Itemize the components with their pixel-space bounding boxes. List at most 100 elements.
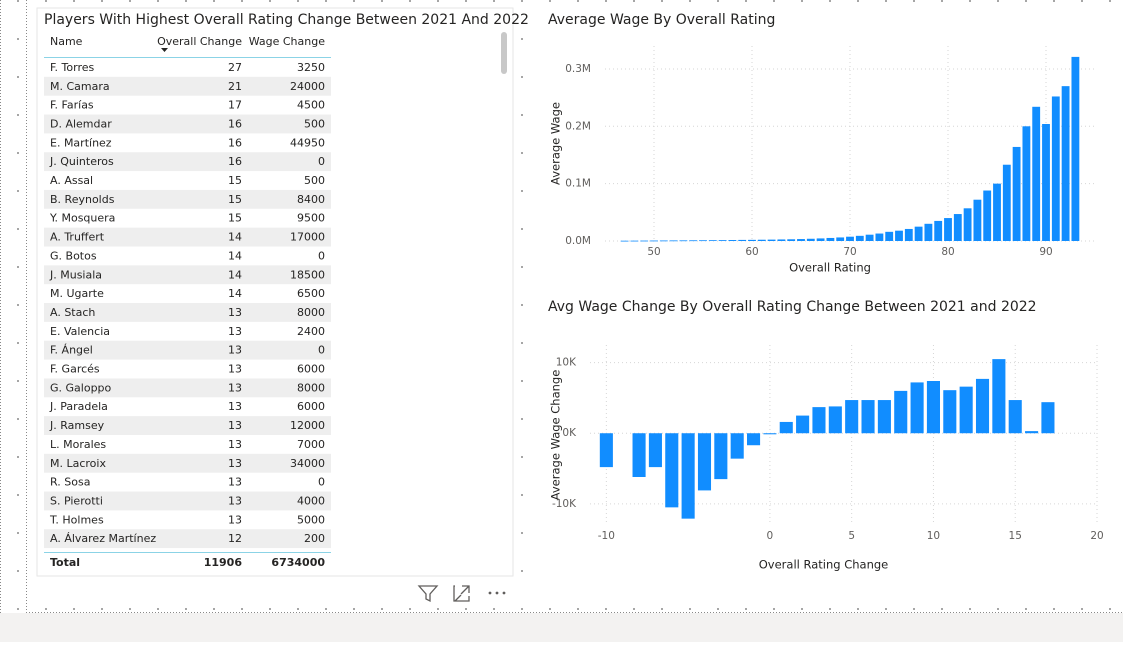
bar: [648, 433, 662, 468]
table-cell: 6500: [297, 287, 325, 300]
row-band: [44, 340, 331, 360]
x-tick-label: 20: [1090, 530, 1103, 542]
row-band: [44, 76, 331, 96]
bar: [1032, 106, 1041, 241]
table-cell: Y. Mosquera: [49, 212, 115, 225]
bar: [861, 400, 875, 434]
table-cell: 200: [304, 532, 325, 545]
table-cell: 3250: [297, 61, 325, 74]
y-tick-label: 0.0M: [565, 235, 591, 247]
table-cell: E. Martínez: [50, 136, 112, 149]
table-cell: 500: [304, 174, 325, 187]
table-cell: D. Alemdar: [50, 117, 112, 130]
row-band: [44, 152, 331, 172]
bar: [1008, 400, 1022, 434]
bar: [934, 220, 943, 241]
bar: [914, 226, 923, 241]
table-cell: 0: [318, 155, 325, 168]
x-tick-label: 80: [941, 246, 954, 258]
table-cell: 5000: [297, 513, 325, 526]
table-cell: 0: [318, 476, 325, 489]
bar: [973, 199, 982, 241]
table-cell: J. Ramsey: [49, 419, 105, 432]
row-band: [44, 378, 331, 398]
table-cell: 13: [228, 363, 242, 376]
bar: [779, 421, 793, 434]
table-cell: A. Stach: [50, 306, 95, 319]
table-cell: 15: [228, 174, 242, 187]
table-title: Players With Highest Overall Rating Chan…: [44, 12, 529, 28]
table-total: Total: [50, 556, 80, 569]
bar: [640, 240, 649, 242]
table-cell: L. Morales: [50, 438, 106, 451]
table-cell: 13: [228, 513, 242, 526]
chart-visual: [540, 292, 1112, 584]
table-cell: 8000: [297, 381, 325, 394]
table-cell: E. Valencia: [50, 325, 110, 338]
x-tick-label: -10: [598, 530, 615, 542]
bar: [1071, 56, 1080, 241]
bar: [1002, 164, 1011, 241]
table-cell: M. Camara: [50, 80, 110, 93]
bar: [787, 239, 796, 241]
bar: [697, 433, 712, 491]
bar: [944, 218, 952, 241]
bar: [959, 386, 973, 434]
scrollbar[interactable]: [501, 32, 507, 74]
table-cell: F. Torres: [50, 61, 95, 74]
x-tick-label: 0: [767, 530, 774, 542]
table-cell: T. Holmes: [49, 513, 104, 526]
table-cell: 8400: [297, 193, 325, 206]
x-tick-label: 5: [848, 530, 855, 542]
footer-area: [0, 613, 1123, 642]
table-cell: 15: [228, 212, 242, 225]
bar: [993, 183, 1001, 241]
bar: [910, 382, 924, 434]
table-cell: 13: [228, 306, 242, 319]
bar: [718, 240, 727, 241]
bar: [924, 223, 933, 241]
y-tick-label: -10K: [552, 498, 577, 510]
bar: [1025, 431, 1039, 434]
table-total: 11906: [204, 556, 243, 569]
bar: [894, 390, 908, 434]
bar: [877, 400, 891, 434]
filter-icon[interactable]: [417, 585, 439, 603]
column-header: Name: [50, 35, 83, 48]
chart-title: Average Wage By Overall Rating: [548, 12, 775, 28]
table-cell: F. Ángel: [50, 344, 93, 357]
table-cell: F. Garcés: [50, 363, 100, 376]
x-tick-label: 60: [745, 246, 758, 258]
table-cell: 0: [318, 344, 325, 357]
bar: [763, 433, 777, 435]
sort-arrow[interactable]: [161, 48, 168, 52]
bar: [728, 240, 737, 241]
y-tick-label: 0.3M: [565, 63, 591, 75]
table-cell: 16: [228, 155, 242, 168]
chart-title: Avg Wage Change By Overall Rating Change…: [548, 299, 1037, 315]
bar: [1051, 96, 1060, 242]
row-band: [44, 303, 331, 322]
bar: [699, 240, 707, 242]
table-cell: 4000: [297, 494, 325, 507]
bar: [738, 239, 747, 241]
table-cell: 13: [228, 325, 242, 338]
bar: [1022, 126, 1031, 241]
table-cell: G. Botos: [50, 249, 97, 262]
bar: [1042, 124, 1050, 241]
table-cell: 13: [228, 344, 242, 357]
table-cell: G. Galoppo: [50, 381, 112, 394]
bar: [806, 238, 815, 241]
table-cell: 500: [304, 117, 325, 130]
bar: [895, 230, 903, 241]
bar: [714, 433, 728, 480]
table-total: 6734000: [271, 556, 325, 569]
y-axis-title: Average Wage Change: [549, 370, 563, 501]
table-cell: A. Truffert: [50, 231, 105, 244]
focus-icon[interactable]: [453, 585, 470, 602]
bar: [669, 240, 678, 242]
bar: [845, 400, 859, 434]
more-icon[interactable]: [488, 591, 506, 595]
bar: [836, 237, 845, 241]
bar: [708, 240, 717, 241]
